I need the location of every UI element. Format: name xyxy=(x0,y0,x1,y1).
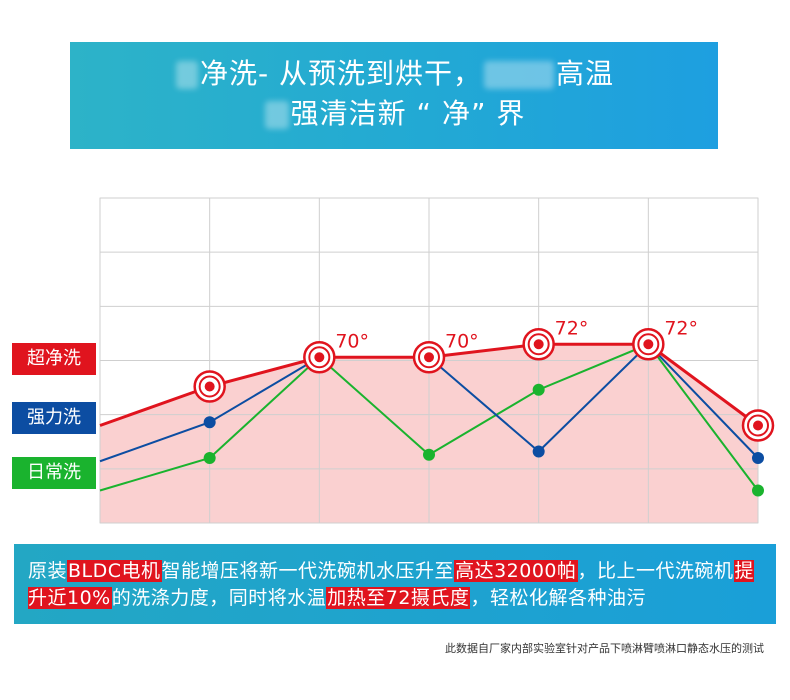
info-text: ，比上一代洗碗机 xyxy=(577,560,734,582)
legend-daily-wash: 日常洗 xyxy=(12,457,96,489)
marker-dot-1 xyxy=(204,381,215,392)
data-point-1-6 xyxy=(752,452,764,464)
info-highlight: BLDC电机 xyxy=(67,560,162,582)
marker-dot-6 xyxy=(753,420,763,431)
banner-text-1b: 高温 xyxy=(556,57,615,90)
info-box: 原装BLDC电机智能增压将新一代洗碗机水压升至高达32000帕，比上一代洗碗机提… xyxy=(14,544,776,624)
info-highlight: 高达32000帕 xyxy=(454,560,578,582)
data-point-1-4 xyxy=(532,445,545,458)
info-text: ，轻松化解各种油污 xyxy=(470,587,646,609)
marker-dot-5 xyxy=(643,339,654,350)
temperature-label-4: 72° xyxy=(555,317,589,339)
temperature-label-5: 72° xyxy=(664,317,698,339)
data-point-2-1 xyxy=(203,452,216,464)
banner-text-1a: 净洗- 从预洗到烘干， xyxy=(199,57,482,90)
info-highlight: 加热至72摄氏度 xyxy=(326,587,471,609)
banner-line-1: 净洗- 从预洗到烘干， 高温 xyxy=(70,54,718,94)
data-point-2-4 xyxy=(532,383,545,396)
blurred-text xyxy=(264,101,289,129)
blurred-text xyxy=(175,61,198,89)
info-text: 的洗涤力度，同时将水温 xyxy=(111,587,327,609)
data-point-2-6 xyxy=(752,484,764,497)
legend-power-wash: 强力洗 xyxy=(12,402,96,434)
line-chart: 70° 70° 72° 72° xyxy=(99,197,775,524)
marker-dot-2 xyxy=(314,352,325,363)
temperature-label-2: 70° xyxy=(335,330,369,352)
data-point-2-3 xyxy=(423,448,435,461)
blurred-text xyxy=(484,61,554,89)
banner-line-2: 强清洁新 “ 净” 界 xyxy=(70,94,718,134)
header-banner: 净洗- 从预洗到烘干， 高温 强清洁新 “ 净” 界 xyxy=(70,42,718,149)
info-text: 智能增压将新一代洗碗机水压升至 xyxy=(161,560,455,582)
temperature-label-3: 70° xyxy=(445,330,479,352)
legend-ultra-clean: 超净洗 xyxy=(12,343,96,375)
footnote: 此数据自厂家内部实验室针对产品下喷淋臂喷淋口静态水压的测试 xyxy=(445,642,764,655)
marker-dot-3 xyxy=(424,352,434,363)
info-text: 原装 xyxy=(28,560,68,582)
banner-text-2a: 强清洁新 “ 净” 界 xyxy=(290,97,526,130)
marker-dot-4 xyxy=(533,339,544,350)
data-point-1-1 xyxy=(203,416,216,429)
